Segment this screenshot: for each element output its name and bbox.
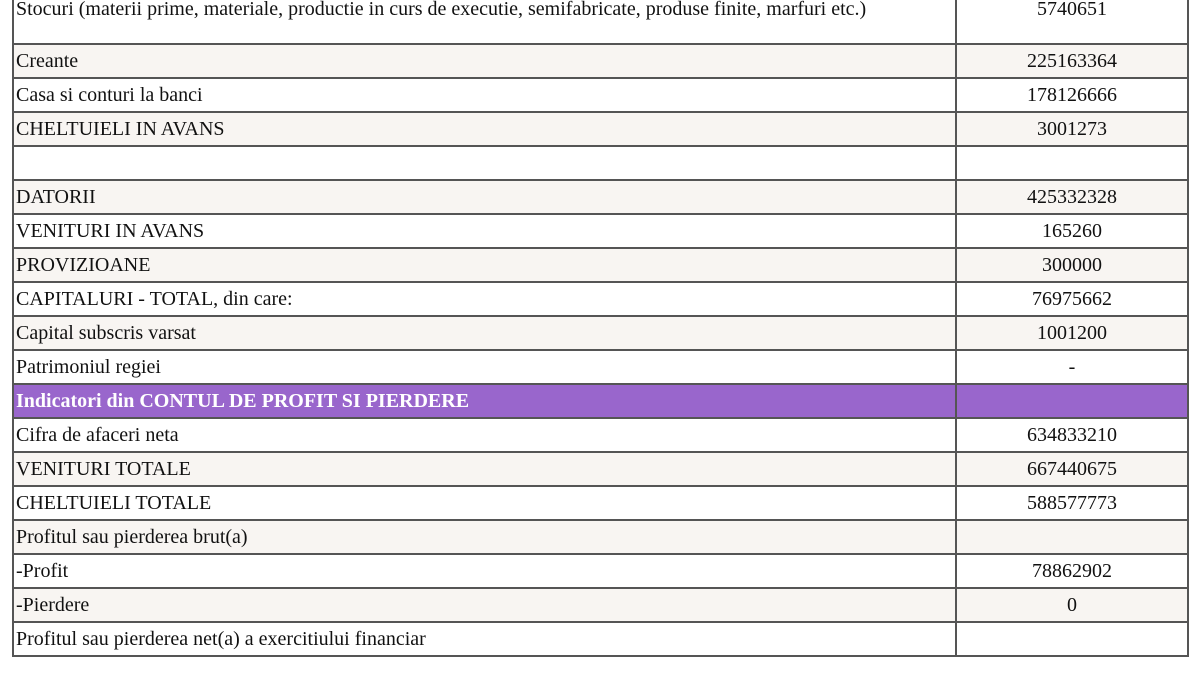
- table-row: Patrimoniul regiei -: [12, 349, 1189, 385]
- row-label: [12, 145, 957, 181]
- row-value: 425332328: [955, 179, 1189, 215]
- row-value: 588577773: [955, 485, 1189, 521]
- row-label: Cifra de afaceri neta: [12, 417, 957, 453]
- row-value: 300000: [955, 247, 1189, 283]
- row-label: -Profit: [12, 553, 957, 589]
- row-label: CHELTUIELI IN AVANS: [12, 111, 957, 147]
- table-row: Profitul sau pierderea brut(a): [12, 519, 1189, 555]
- table-row: CHELTUIELI IN AVANS 3001273: [12, 111, 1189, 147]
- table-row: Creante 225163364: [12, 43, 1189, 79]
- row-value: 165260: [955, 213, 1189, 249]
- row-value: 5740651: [955, 0, 1189, 45]
- table-row: CHELTUIELI TOTALE 588577773: [12, 485, 1189, 521]
- row-label: Stocuri (materii prime, materiale, produ…: [12, 0, 957, 45]
- row-label: Profitul sau pierderea brut(a): [12, 519, 957, 555]
- table-row: CAPITALURI - TOTAL, din care: 76975662: [12, 281, 1189, 317]
- row-label: DATORII: [12, 179, 957, 215]
- table-row: [12, 145, 1189, 181]
- table-row: Stocuri (materii prime, materiale, produ…: [12, 0, 1189, 45]
- row-value: 0: [955, 587, 1189, 623]
- row-label: Capital subscris varsat: [12, 315, 957, 351]
- row-value: 178126666: [955, 77, 1189, 113]
- table-row: -Profit 78862902: [12, 553, 1189, 589]
- row-value: 1001200: [955, 315, 1189, 351]
- table-row: -Pierdere 0: [12, 587, 1189, 623]
- row-label: Casa si conturi la banci: [12, 77, 957, 113]
- row-label: VENITURI IN AVANS: [12, 213, 957, 249]
- row-label: CHELTUIELI TOTALE: [12, 485, 957, 521]
- row-value: 225163364: [955, 43, 1189, 79]
- section-header-row: Indicatori din CONTUL DE PROFIT SI PIERD…: [12, 383, 1189, 419]
- row-label: VENITURI TOTALE: [12, 451, 957, 487]
- row-label: Indicatori din CONTUL DE PROFIT SI PIERD…: [12, 383, 957, 419]
- row-value: -: [955, 349, 1189, 385]
- row-label: PROVIZIOANE: [12, 247, 957, 283]
- table-row: DATORII 425332328: [12, 179, 1189, 215]
- table-row: VENITURI TOTALE 667440675: [12, 451, 1189, 487]
- row-label: Creante: [12, 43, 957, 79]
- row-value: [955, 621, 1189, 657]
- row-label: Patrimoniul regiei: [12, 349, 957, 385]
- table-row: Profitul sau pierderea net(a) a exerciti…: [12, 621, 1189, 657]
- row-label: Profitul sau pierderea net(a) a exerciti…: [12, 621, 957, 657]
- row-label: CAPITALURI - TOTAL, din care:: [12, 281, 957, 317]
- row-value: [955, 519, 1189, 555]
- row-label: -Pierdere: [12, 587, 957, 623]
- table-row: Capital subscris varsat 1001200: [12, 315, 1189, 351]
- financial-indicators-table: Stocuri (materii prime, materiale, produ…: [12, 0, 1189, 657]
- table-row: Cifra de afaceri neta 634833210: [12, 417, 1189, 453]
- row-value: 667440675: [955, 451, 1189, 487]
- row-value: [955, 383, 1189, 419]
- row-value: 76975662: [955, 281, 1189, 317]
- row-value: 78862902: [955, 553, 1189, 589]
- row-value: [955, 145, 1189, 181]
- row-value: 3001273: [955, 111, 1189, 147]
- table-row: PROVIZIOANE 300000: [12, 247, 1189, 283]
- table-row: VENITURI IN AVANS 165260: [12, 213, 1189, 249]
- table-row: Casa si conturi la banci 178126666: [12, 77, 1189, 113]
- row-value: 634833210: [955, 417, 1189, 453]
